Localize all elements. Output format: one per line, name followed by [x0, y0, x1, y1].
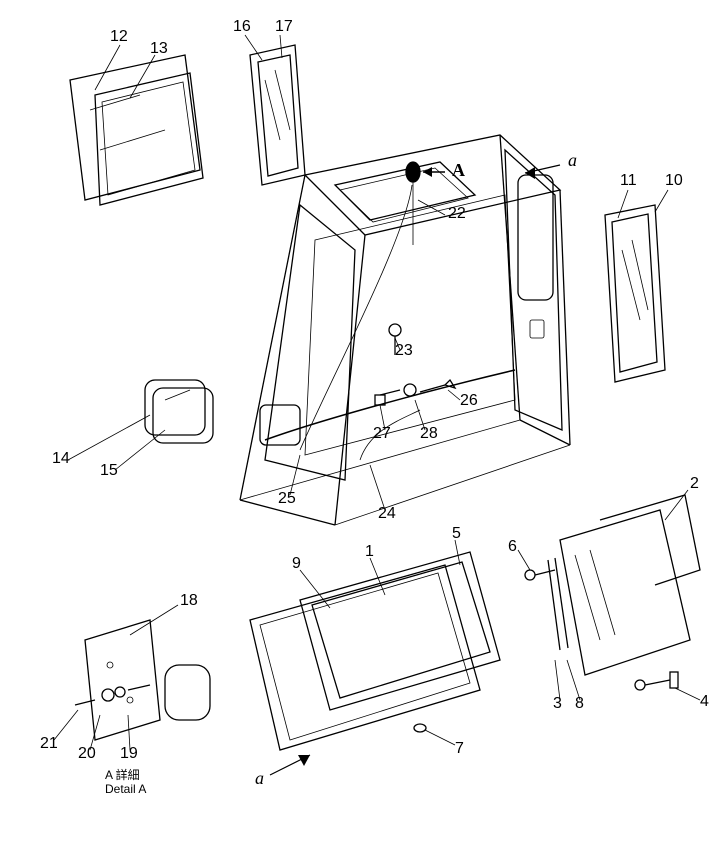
parts-diagram	[0, 0, 727, 853]
callout-1: 1	[365, 543, 374, 561]
callout-27: 27	[373, 425, 391, 443]
callout-24: 24	[378, 505, 396, 523]
callout-4: 4	[700, 693, 709, 711]
callout-26: 26	[460, 392, 478, 410]
callout-6: 6	[508, 538, 517, 556]
callout-14: 14	[52, 450, 70, 468]
callout-11: 11	[620, 172, 637, 190]
callout-3: 3	[553, 695, 562, 713]
callout-23: 23	[395, 342, 413, 360]
callout-18: 18	[180, 592, 198, 610]
callout-2: 2	[690, 475, 699, 493]
view-marker-a-top: a	[568, 150, 577, 171]
callout-22: 22	[448, 205, 466, 223]
view-marker-A: A	[452, 160, 465, 181]
callout-9: 9	[292, 555, 301, 573]
callout-13: 13	[150, 40, 168, 58]
callout-20: 20	[78, 745, 96, 763]
detail-a-jp: A 詳細	[105, 768, 146, 782]
callout-17: 17	[275, 18, 293, 36]
callout-25: 25	[278, 490, 296, 508]
callout-16: 16	[233, 18, 251, 36]
view-marker-a-bottom: a	[255, 768, 264, 789]
callout-10: 10	[665, 172, 683, 190]
callout-7: 7	[455, 740, 464, 758]
callout-12: 12	[110, 28, 128, 46]
callout-15: 15	[100, 462, 118, 480]
callout-21: 21	[40, 735, 58, 753]
callout-8: 8	[575, 695, 584, 713]
detail-a-en: Detail A	[105, 782, 146, 796]
callout-5: 5	[452, 525, 461, 543]
callout-19: 19	[120, 745, 138, 763]
callout-28: 28	[420, 425, 438, 443]
detail-a-caption: A 詳細 Detail A	[105, 768, 146, 797]
